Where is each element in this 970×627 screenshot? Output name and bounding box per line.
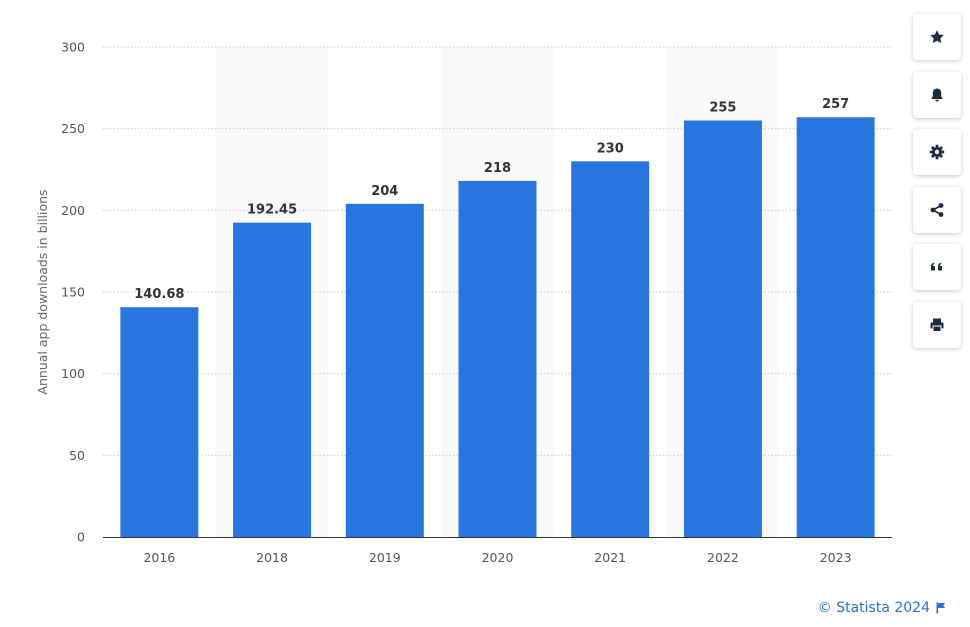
bar-2019[interactable] <box>345 203 424 538</box>
x-tick-label-2018: 2018 <box>256 550 288 565</box>
notification-button[interactable] <box>913 71 961 118</box>
bar-2020[interactable] <box>458 180 537 537</box>
x-tick-label-2021: 2021 <box>594 550 626 565</box>
data-label-2021: 230 <box>597 141 624 156</box>
settings-button[interactable] <box>913 129 961 175</box>
y-tick-label: 150 <box>61 285 85 300</box>
data-label-2020: 218 <box>484 161 511 176</box>
bar-2018[interactable] <box>233 222 312 538</box>
y-tick-label: 0 <box>77 530 85 545</box>
statista-credit[interactable]: © Statista 2024 <box>818 600 946 616</box>
data-label-2018: 192.45 <box>247 203 297 218</box>
bar-2022[interactable] <box>683 120 762 538</box>
gear-icon <box>929 144 945 160</box>
x-tick-label-2016: 2016 <box>143 550 175 565</box>
y-tick-label: 50 <box>69 448 85 463</box>
x-tick-label-2023: 2023 <box>820 550 852 565</box>
y-tick-label: 300 <box>61 40 85 55</box>
bar-2016[interactable] <box>120 307 199 537</box>
data-label-2023: 257 <box>822 97 849 112</box>
x-tick-label-2019: 2019 <box>369 550 401 565</box>
credit-text[interactable]: © Statista 2024 <box>817 600 930 616</box>
bars <box>120 117 875 538</box>
data-label-2016: 140.68 <box>134 287 184 302</box>
share-icon <box>930 202 944 217</box>
bar-2023[interactable] <box>796 117 875 537</box>
x-tick-label-2022: 2022 <box>707 550 739 565</box>
data-labels: 140.68 192.45 204 218 230 255 257 <box>134 97 849 302</box>
star-icon <box>930 30 944 44</box>
y-axis-label: Annual app downloads in billions <box>35 189 50 394</box>
print-icon <box>930 318 944 332</box>
toolbar <box>913 14 961 359</box>
y-tick-label: 200 <box>61 203 85 218</box>
x-tick-label-2020: 2020 <box>482 550 514 565</box>
bell-icon <box>931 88 943 101</box>
y-axis-ticks: 0 50 100 150 200 250 300 <box>61 40 85 545</box>
share-button[interactable] <box>913 186 961 233</box>
y-tick-label: 250 <box>61 121 85 136</box>
data-label-2019: 204 <box>371 184 398 199</box>
cite-button[interactable] <box>913 244 961 290</box>
flag-icon[interactable] <box>936 602 946 614</box>
favorite-button[interactable] <box>913 14 961 60</box>
print-button[interactable] <box>913 301 961 348</box>
y-tick-label: 100 <box>61 366 85 381</box>
x-axis-ticks: 2016 2018 2019 2020 2021 2022 2023 <box>143 550 851 565</box>
quote-icon <box>931 262 942 271</box>
data-label-2022: 255 <box>709 101 736 116</box>
bar-2021[interactable] <box>571 161 650 538</box>
